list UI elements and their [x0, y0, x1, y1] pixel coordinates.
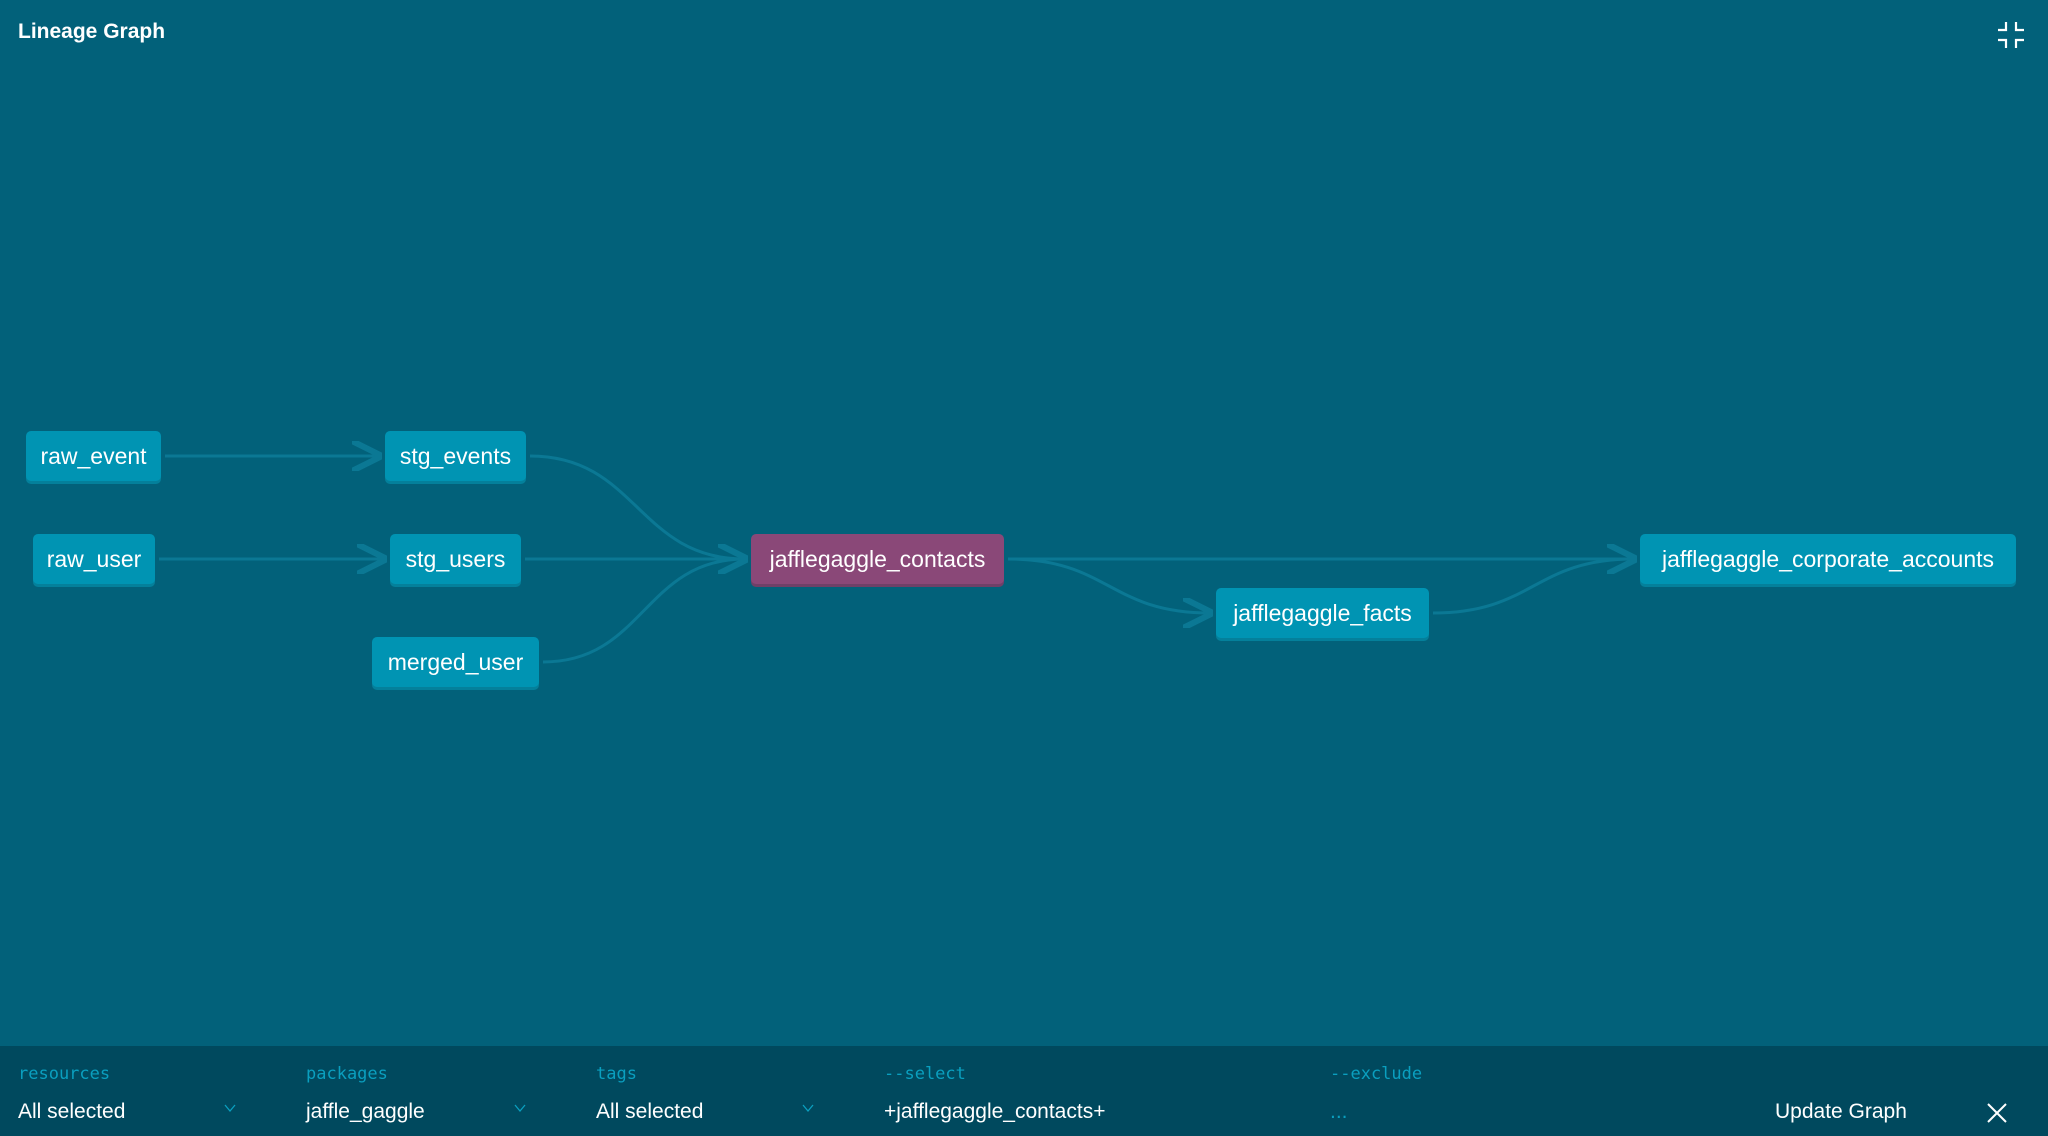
tags-label: tags	[596, 1064, 637, 1084]
node-jafflegaggle-facts[interactable]: jafflegaggle_facts	[1216, 588, 1429, 638]
node-raw-user[interactable]: raw_user	[33, 534, 155, 584]
edge-jafflegaggle_contacts-to-jafflegaggle_facts	[1007, 557, 1210, 613]
node-stg-events[interactable]: stg_events	[385, 431, 526, 481]
packages-select[interactable]: jaffle_gaggle	[306, 1100, 425, 1123]
chevron-down-icon[interactable]	[224, 1102, 236, 1114]
select-label: --select	[884, 1064, 966, 1084]
chevron-down-icon[interactable]	[514, 1102, 526, 1114]
close-icon[interactable]	[1986, 1102, 2008, 1124]
page-title: Lineage Graph	[18, 20, 166, 43]
edge-stg_events-to-jafflegaggle_contacts	[529, 454, 745, 559]
node-stg-users[interactable]: stg_users	[390, 534, 521, 584]
node-raw-event[interactable]: raw_event	[26, 431, 161, 481]
collapse-icon[interactable]	[1996, 20, 2026, 50]
update-graph-button[interactable]: Update Graph	[1775, 1100, 1907, 1123]
edge-jafflegaggle_facts-to-jafflegaggle_corporate_accounts	[1432, 559, 1634, 615]
exclude-input[interactable]: ...	[1330, 1100, 1348, 1123]
exclude-label: --exclude	[1330, 1064, 1423, 1084]
tags-select[interactable]: All selected	[596, 1100, 704, 1123]
resources-select[interactable]: All selected	[18, 1100, 126, 1123]
resources-label: resources	[18, 1064, 111, 1084]
node-jafflegaggle-contacts[interactable]: jafflegaggle_contacts	[751, 534, 1004, 584]
edge-merged_user-to-jafflegaggle_contacts	[542, 559, 745, 664]
node-jafflegaggle-corporate-accounts[interactable]: jafflegaggle_corporate_accounts	[1640, 534, 2016, 584]
graph-edges	[158, 0, 2048, 664]
filter-toolbar: resources All selected packages jaffle_g…	[0, 1046, 2048, 1136]
node-merged-user[interactable]: merged_user	[372, 637, 539, 687]
packages-label: packages	[306, 1064, 388, 1084]
chevron-down-icon[interactable]	[802, 1102, 814, 1114]
select-input[interactable]: +jafflegaggle_contacts+	[884, 1100, 1106, 1123]
